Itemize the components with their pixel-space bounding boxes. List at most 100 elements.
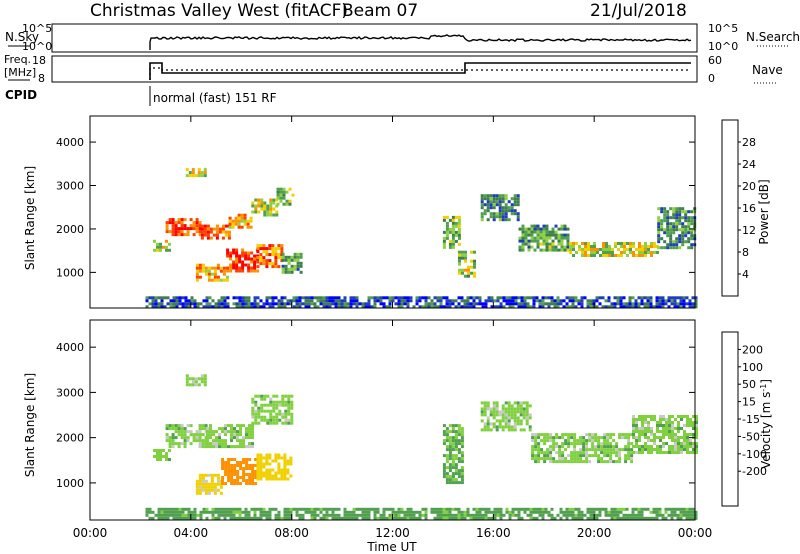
power-cell [184, 305, 188, 309]
velocity-cell [251, 482, 255, 485]
power-cell [508, 305, 512, 309]
power-cell [174, 233, 178, 237]
power-cell [220, 302, 224, 306]
velocity-cell [278, 403, 282, 407]
power-cell [439, 302, 443, 306]
power-cell [198, 263, 202, 267]
power-cell [492, 197, 496, 201]
velocity-cell [239, 476, 243, 479]
power-cell [644, 254, 647, 257]
power-cell [165, 245, 168, 249]
power-cell [457, 230, 461, 234]
velocity-cell [499, 507, 503, 511]
power-cell [253, 263, 257, 267]
power-cell [198, 266, 202, 270]
velocity-cell [686, 448, 689, 451]
power-cell [589, 305, 593, 309]
velocity-cell [188, 383, 192, 387]
power-cell [232, 266, 236, 270]
velocity-cell [653, 415, 656, 418]
power-cell [473, 274, 476, 278]
power-cell [244, 299, 248, 303]
velocity-cell [259, 453, 263, 457]
power-cell [174, 224, 178, 228]
velocity-cell [275, 415, 279, 419]
power-cell [635, 254, 638, 257]
velocity-cell [186, 436, 190, 440]
power-cell [535, 296, 539, 300]
power-cell [523, 299, 527, 303]
velocity-cell [595, 507, 599, 511]
velocity-cell [600, 448, 604, 452]
velocity-cell [480, 413, 484, 417]
velocity-colorbar-tick-label: 200 [742, 343, 763, 356]
velocity-heatmap [145, 374, 698, 520]
power-cell [175, 296, 179, 300]
velocity-cell [577, 507, 581, 511]
power-cell [400, 302, 404, 306]
power-cell [507, 200, 511, 204]
power-cell [536, 239, 540, 243]
velocity-cell [168, 458, 171, 461]
velocity-cell [683, 439, 686, 442]
power-cell [433, 305, 437, 309]
velocity-cell [248, 442, 251, 446]
power-cell [216, 278, 220, 282]
velocity-cell [451, 430, 455, 434]
power-cell [516, 194, 520, 198]
velocity-cell [203, 380, 207, 384]
velocity-cell [445, 507, 449, 511]
velocity-cell [290, 421, 294, 425]
power-cell [545, 245, 549, 249]
power-cell [611, 254, 614, 257]
power-y-tick-label: 1000 [56, 266, 84, 279]
power-cell [473, 262, 476, 266]
power-cell [467, 268, 470, 272]
power-cell [180, 233, 184, 237]
power-cell [296, 267, 300, 271]
power-cell [247, 305, 251, 309]
velocity-cell [283, 465, 287, 469]
power-cell [265, 265, 269, 269]
velocity-cell [460, 442, 464, 446]
velocity-cell [448, 475, 452, 479]
velocity-cell [174, 430, 178, 434]
power-cell [608, 254, 611, 257]
power-cell [328, 302, 332, 306]
velocity-cell [442, 439, 446, 443]
velocity-cell [546, 454, 550, 458]
power-cell [259, 247, 263, 251]
velocity-cell [397, 513, 401, 517]
power-cell [193, 299, 197, 303]
power-cell [154, 302, 158, 306]
velocity-cell [630, 448, 634, 452]
power-cell [247, 299, 251, 303]
power-cell [379, 296, 383, 300]
velocity-cell [555, 442, 559, 446]
velocity-cell [627, 457, 631, 461]
power-cell [652, 305, 656, 309]
power-cell [572, 245, 575, 248]
velocity-cell [174, 442, 178, 446]
velocity-cell [641, 433, 644, 436]
velocity-cell [379, 513, 383, 517]
velocity-cell [562, 510, 566, 514]
velocity-cell [217, 516, 221, 520]
power-cell [502, 305, 506, 309]
velocity-cell [206, 445, 209, 449]
velocity-cell [630, 442, 634, 446]
power-cell [195, 269, 199, 273]
velocity-cell [603, 448, 607, 452]
velocity-cell [191, 380, 195, 384]
velocity-cell [442, 507, 446, 511]
power-cell [566, 236, 570, 240]
power-cell [580, 296, 584, 300]
velocity-cell [248, 473, 252, 476]
power-cell [666, 231, 670, 235]
velocity-cell [262, 513, 266, 517]
power-cell [259, 262, 263, 266]
velocity-cell [358, 513, 362, 517]
power-cell [514, 296, 518, 300]
power-cell [222, 269, 226, 273]
